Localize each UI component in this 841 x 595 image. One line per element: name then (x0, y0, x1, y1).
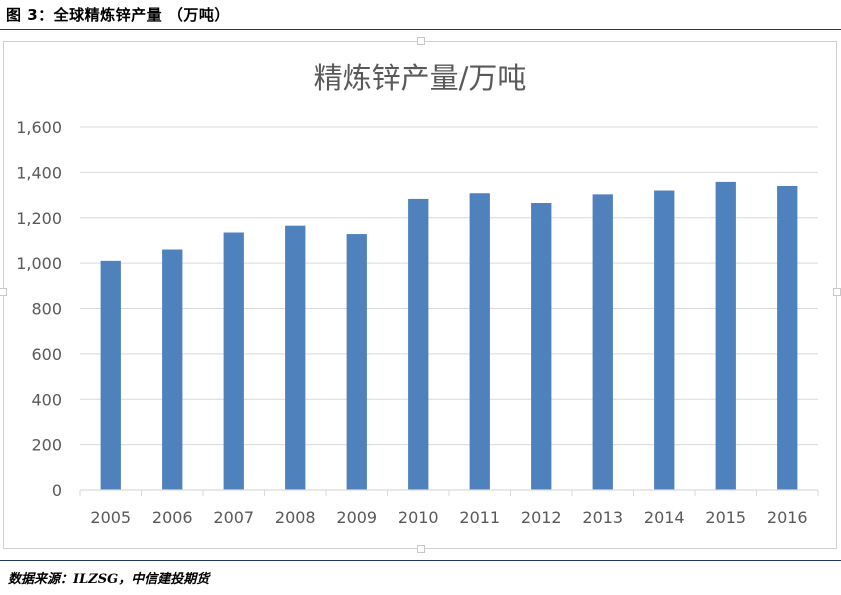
y-axis-ticks: 0 200 400 600 800 1,000 1,200 1,400 1,600 (16, 118, 62, 500)
bar-2005 (100, 260, 121, 490)
y-tick-label: 1,400 (16, 163, 62, 182)
bottom-rule (0, 560, 841, 561)
bar-2007 (223, 232, 244, 490)
x-tick-label: 2007 (213, 508, 254, 527)
x-tick-label: 2006 (152, 508, 193, 527)
x-tick-label: 2010 (398, 508, 439, 527)
x-tick-label: 2009 (336, 508, 377, 527)
top-rule (0, 29, 841, 30)
y-tick-label: 600 (31, 345, 62, 364)
bar-2011 (469, 193, 490, 490)
bar-2012 (531, 203, 552, 491)
y-tick-label: 800 (31, 300, 62, 319)
resize-handle-left[interactable] (0, 288, 7, 296)
bar-2013 (592, 194, 613, 490)
gridlines (80, 126, 818, 446)
y-tick-label: 1,000 (16, 254, 62, 273)
bar-2016 (777, 185, 798, 491)
x-tick-label: 2016 (767, 508, 808, 527)
x-tick-label: 2012 (521, 508, 562, 527)
y-tick-label: 200 (31, 436, 62, 455)
x-tick-label: 2011 (459, 508, 500, 527)
chart-frame[interactable] (0, 37, 841, 553)
y-tick-label: 1,200 (16, 209, 62, 228)
x-axis (79, 489, 819, 496)
resize-handle-top[interactable] (417, 37, 425, 45)
resize-handle-bottom[interactable] (417, 545, 425, 553)
y-tick-label: 1,600 (16, 118, 62, 137)
bar-2009 (346, 234, 367, 490)
chart-title: 精炼锌产量/万吨 (314, 61, 527, 95)
y-tick-label: 400 (31, 390, 62, 409)
bars (100, 181, 798, 491)
x-tick-label: 2008 (275, 508, 316, 527)
figure-caption: 图 3：全球精炼锌产量 （万吨） (6, 6, 230, 24)
bar-2015 (715, 181, 736, 490)
bar-2006 (162, 249, 183, 490)
x-tick-label: 2015 (705, 508, 746, 527)
x-axis-ticks: 2005 2006 2007 2008 2009 2010 2011 2012 2013 2014… (90, 508, 807, 527)
x-tick-label: 2005 (90, 508, 131, 527)
bar-2010 (408, 198, 429, 490)
x-tick-label: 2014 (644, 508, 685, 527)
x-tick-label: 2013 (582, 508, 623, 527)
bar-2008 (285, 225, 306, 491)
source-note: 数据来源：ILZSG，中信建投期货 (8, 572, 210, 587)
y-tick-label: 0 (52, 481, 62, 500)
bar-2014 (654, 190, 675, 490)
